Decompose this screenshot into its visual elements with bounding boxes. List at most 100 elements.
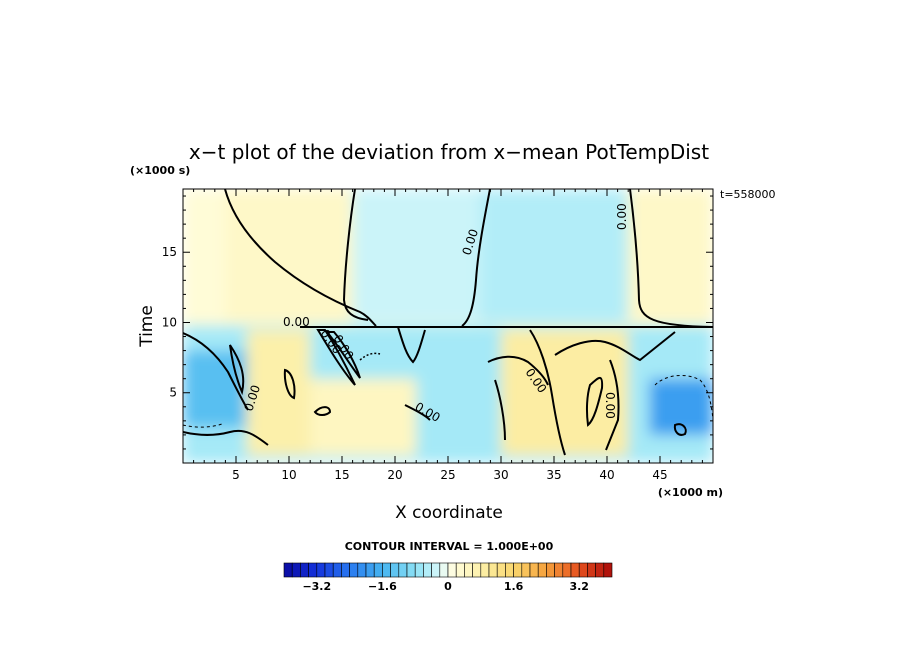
colorbar-cell	[578, 562, 588, 578]
y-axis-label: Time	[137, 305, 157, 348]
field-region	[352, 189, 480, 323]
field-region	[628, 189, 713, 323]
colorbar-cell	[373, 562, 383, 578]
colorbar-tick-label: 1.6	[504, 580, 524, 593]
x-tick-label: 35	[546, 468, 561, 482]
y-tick-label: 5	[169, 386, 177, 400]
contour-line	[397, 326, 426, 364]
contour-line	[183, 429, 269, 446]
colorbar-tick-label: −3.2	[302, 580, 331, 593]
y-unit-label: (×1000 s)	[130, 164, 190, 177]
plot-area: 0.00 0.00 0.00 0.00 0.00 0.00 0.00 0.00 …	[183, 189, 713, 463]
contour-line	[487, 355, 549, 386]
field-region	[479, 189, 629, 323]
colorbar-cell	[390, 562, 400, 578]
contour-line	[183, 332, 249, 411]
contour-line	[316, 329, 356, 386]
contour-line	[494, 379, 506, 441]
contour-line	[585, 376, 604, 427]
colorbar-cell	[513, 562, 523, 578]
field-region	[310, 378, 417, 456]
time-stamp: t=558000	[720, 188, 776, 201]
x-tick-label: 25	[440, 468, 455, 482]
contour-line	[654, 374, 713, 421]
colorbar-cell	[570, 562, 580, 578]
field-region	[501, 329, 629, 456]
tick-marks	[183, 189, 713, 463]
contour-label: 0.00	[615, 203, 629, 230]
colorbar-cell	[595, 562, 605, 578]
colorbar-cell	[546, 562, 555, 578]
y-tick-label: 10	[162, 315, 177, 329]
colorbar-cell	[562, 562, 572, 578]
shaded-field	[183, 189, 713, 463]
colorbar-cell	[603, 562, 613, 578]
colorbar-tick-label: −1.6	[368, 580, 397, 593]
colorbar-cell	[341, 562, 350, 578]
x-axis-label: X coordinate	[395, 503, 503, 523]
x-tick-label: 5	[232, 468, 240, 482]
chart-title: x−t plot of the deviation from x−mean Po…	[189, 140, 709, 164]
contour-line	[224, 189, 377, 327]
colorbar-cell	[349, 562, 359, 578]
contour-line	[342, 189, 369, 321]
contour-line	[404, 404, 431, 421]
y-tick-label: 15	[162, 245, 177, 259]
colorbar-cell	[480, 562, 490, 578]
colorbar-cell	[332, 562, 342, 578]
contour-label: 0.00	[603, 392, 617, 419]
colorbar-cell	[464, 562, 473, 578]
colorbar-cell	[365, 562, 375, 578]
colorbar-cell	[521, 562, 531, 578]
colorbar-cell	[406, 562, 416, 578]
x-tick-label: 40	[599, 468, 614, 482]
x-tick-label: 10	[281, 468, 296, 482]
contour-lines	[183, 189, 713, 456]
colorbar-cell	[423, 562, 432, 578]
contour-line	[313, 406, 332, 416]
colorbar-tick-label: 3.2	[569, 580, 589, 593]
colorbar-cell	[324, 562, 334, 578]
contour-line	[605, 359, 620, 451]
colorbar-cell	[587, 562, 596, 578]
colorbar-cell	[472, 562, 482, 578]
colorbar-cell	[505, 562, 514, 578]
contour-line	[324, 331, 361, 379]
contour-interval-text: CONTOUR INTERVAL = 1.000E+00	[345, 540, 554, 553]
x-unit-label: (×1000 m)	[658, 486, 723, 499]
contour-line	[283, 368, 296, 400]
colorbar-cell	[496, 562, 506, 578]
field-region	[246, 329, 311, 456]
x-tick-label: 15	[334, 468, 349, 482]
field-region	[225, 189, 353, 323]
contour-label: 0.00	[283, 315, 310, 329]
colorbar-cell	[291, 562, 301, 578]
contour-line	[554, 331, 676, 362]
contour-line	[529, 329, 566, 456]
contour-line	[359, 352, 381, 361]
colorbar-cell	[537, 562, 547, 578]
x-tick-label: 20	[387, 468, 402, 482]
colorbar-cell	[439, 562, 449, 578]
colorbar-tick-labels: −3.2 −1.6 0 1.6 3.2	[302, 580, 589, 593]
x-tick-label: 45	[652, 468, 667, 482]
colorbar-cell	[300, 562, 309, 578]
field-region	[649, 378, 713, 435]
colorbar-cell	[447, 562, 457, 578]
colorbar-cell	[283, 562, 293, 578]
colorbar-cell	[357, 562, 367, 578]
contour-line	[629, 189, 713, 328]
colorbar-cell	[398, 562, 408, 578]
contour-line	[183, 423, 223, 428]
colorbar-cell	[382, 562, 391, 578]
colorbar-cell	[414, 562, 424, 578]
colorbar-cell	[308, 562, 318, 578]
contour-line	[461, 189, 491, 327]
colorbar-tick-label: 0	[444, 580, 452, 593]
y-tick-labels: 5 10 15	[162, 245, 177, 400]
x-tick-label: 30	[493, 468, 508, 482]
contour-line	[229, 344, 245, 396]
colorbar	[283, 562, 613, 578]
colorbar-cell	[316, 562, 326, 578]
